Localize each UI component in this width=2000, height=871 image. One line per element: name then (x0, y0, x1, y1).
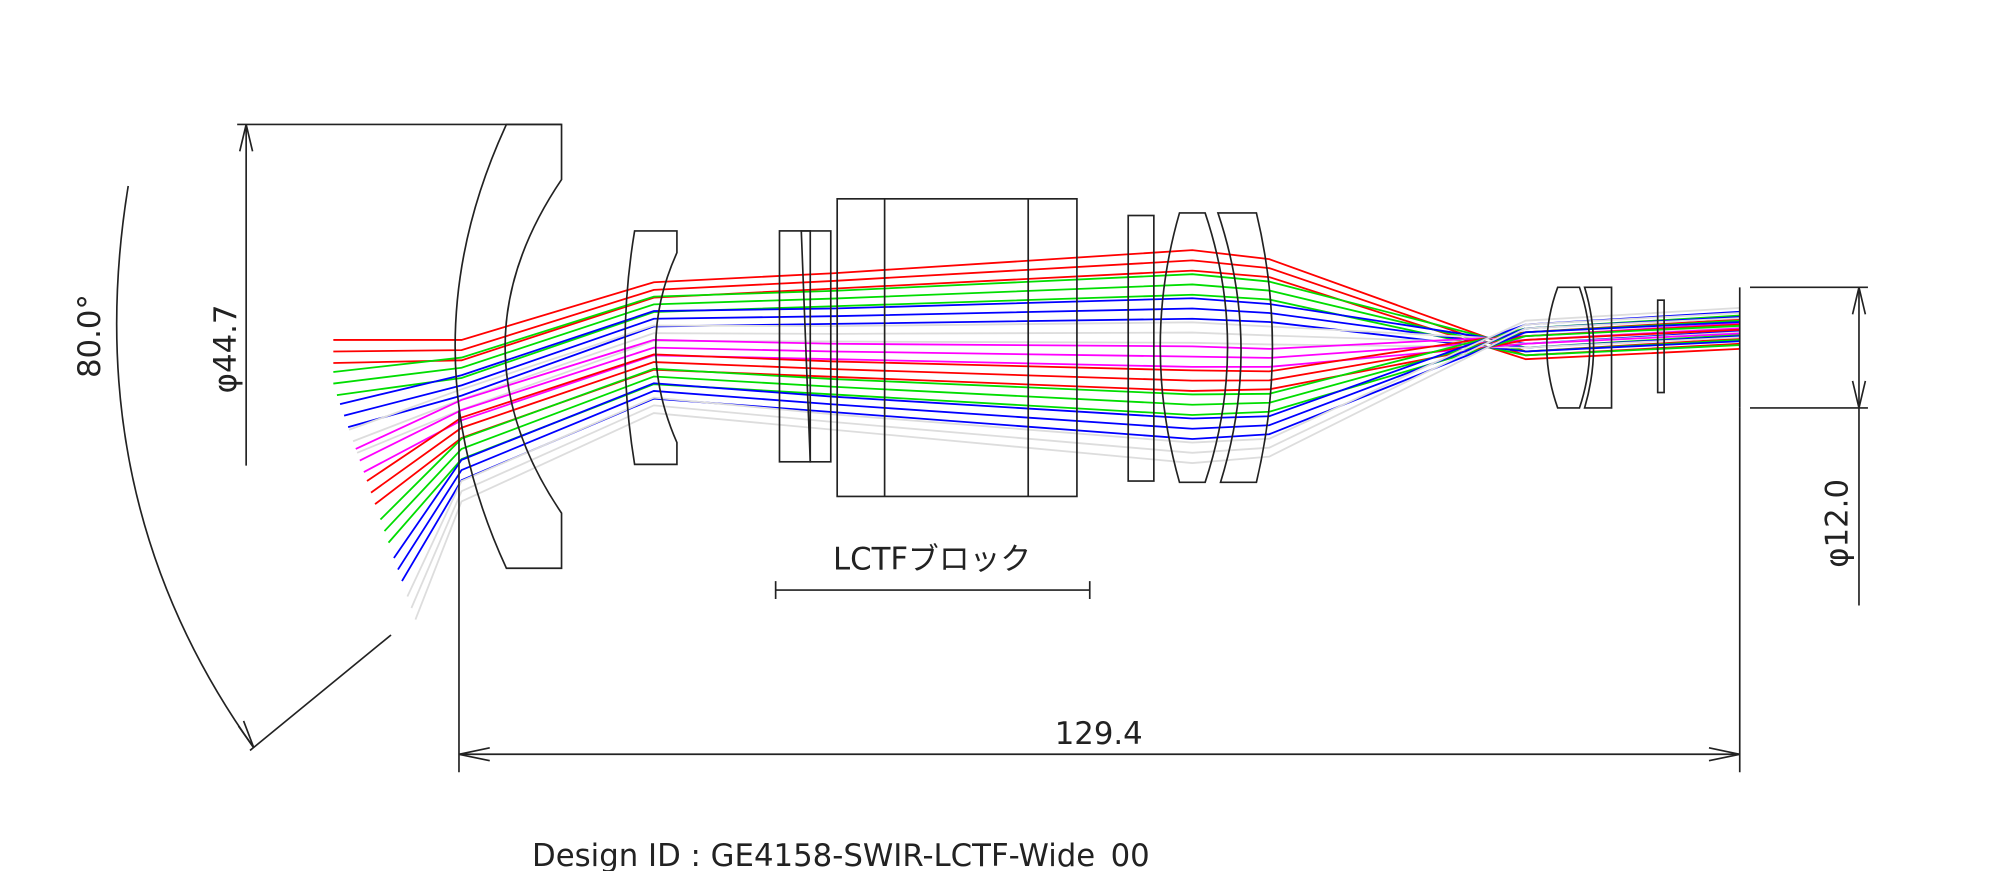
arrow-head (238, 124, 254, 152)
block-bracket (774, 581, 1091, 600)
ray (393, 310, 1740, 559)
block-label: LCTFブロック (833, 542, 1031, 578)
length-label: 129.4 (1055, 716, 1143, 752)
lens (1545, 286, 1591, 409)
angle-label: 80.0° (72, 294, 108, 378)
lens (1127, 214, 1155, 482)
angle-arc (115, 185, 255, 749)
ray (406, 306, 1740, 597)
arrow-head (1851, 287, 1867, 409)
lens (800, 230, 832, 463)
ray (370, 323, 1740, 494)
filter (1656, 299, 1665, 394)
front-diameter-label: φ44.7 (208, 305, 244, 394)
ray (374, 328, 1740, 505)
lens (1583, 286, 1613, 409)
lens (624, 230, 678, 466)
ray (414, 317, 1740, 620)
lctf-block (836, 197, 1078, 498)
ray (410, 312, 1740, 609)
image-diameter-label: φ12.0 (1819, 479, 1855, 568)
arrow-head (237, 720, 255, 749)
arrow-head (458, 747, 1740, 762)
angle-leader (249, 634, 392, 752)
lens (454, 123, 563, 570)
design-id: Design ID : GE4158-SWIR-LCTF-Wide_00 (532, 838, 1150, 871)
lens (1216, 212, 1274, 484)
ray-bundle (333, 249, 1740, 620)
lens (778, 230, 812, 463)
lens (1159, 212, 1229, 484)
